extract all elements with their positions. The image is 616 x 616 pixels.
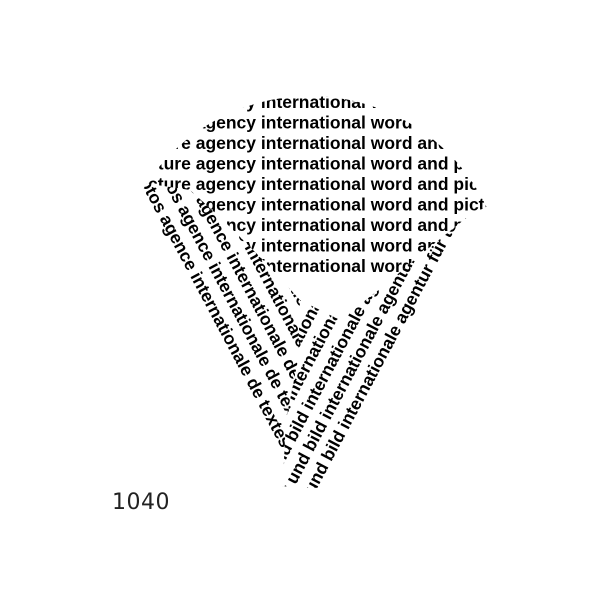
emblem-text-line: international word and picture agency in… [0,195,616,215]
emblem-text-line: international word and picture agency in… [0,92,616,112]
english-text-sector: international word and picture agency in… [0,92,616,276]
emblem-text-line: agence internationale de textes et de ph… [288,0,616,616]
emblem-text-line: international word and picture agency in… [0,236,616,256]
emblem-text-line: international word and picture agency in… [0,256,616,276]
emblem-text-line: international word and picture agency in… [0,215,616,235]
emblem-text-line: internationale agentur für text und bild… [72,0,616,616]
emblem-text-line: agence internationale de textes et de ph… [270,0,616,616]
emblem-text-line: agence internationale de textes et de ph… [71,0,616,616]
emblem-text-line: agence internationale de textes et de ph… [34,0,616,616]
emblem-text-line: international word and picture agency in… [0,154,616,174]
emblem-text-line: international word and picture agency in… [0,113,616,133]
emblem-text-line: international word and picture agency in… [0,174,616,194]
catalog-number: 1040 [112,490,170,515]
emblem-text-line: international word and picture agency in… [0,133,616,153]
emblem-text-line: internationale agentur für text und bild… [90,0,616,616]
emblem-text-line: internationale agentur für text und bild… [36,0,616,616]
emblem-text-line: internationale agentur für text und bild… [54,0,616,616]
emblem-text-line: agence internationale de textes et de ph… [89,0,616,616]
emblem-text-line: internationale agentur für text und bild… [18,0,616,616]
emblem-text-line: agence internationale de textes et de ph… [52,0,616,616]
emblem-text-line: agence internationale de textes et de ph… [16,0,616,616]
emblem-text-line: agence internationale de textes et de ph… [306,0,616,616]
